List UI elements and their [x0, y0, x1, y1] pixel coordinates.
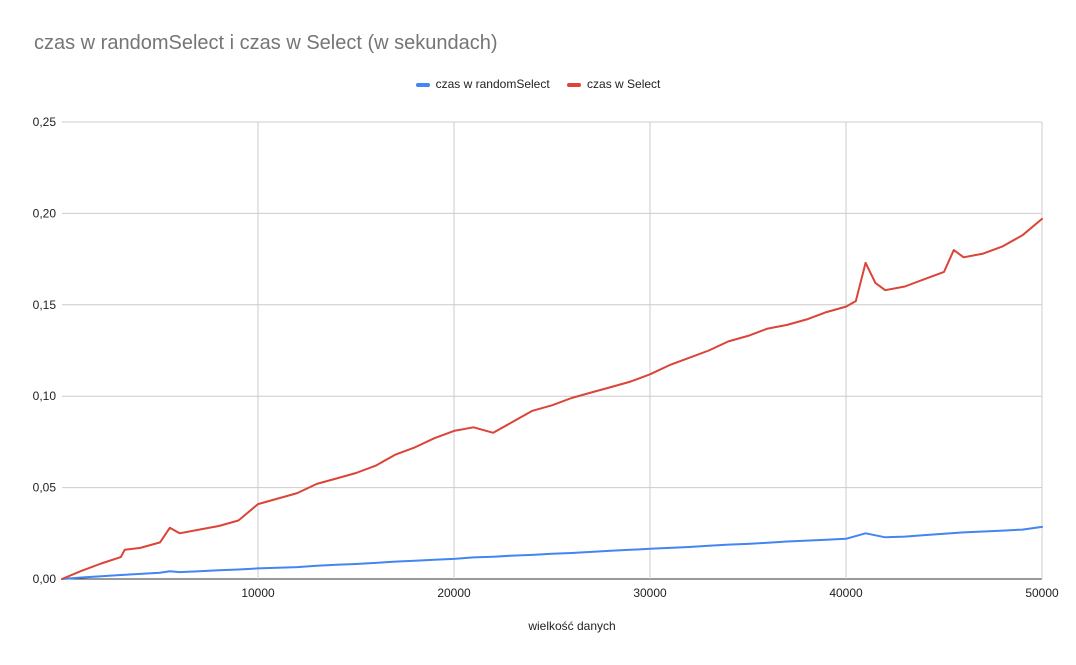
legend: czas w randomSelect czas w Select [0, 77, 1076, 91]
legend-label-random-select: czas w randomSelect [435, 77, 550, 91]
y-tick-label: 0,25 [33, 115, 57, 129]
y-tick-label: 0,20 [33, 206, 57, 220]
x-tick-label: 40000 [829, 586, 863, 600]
y-tick-label: 0,10 [33, 389, 57, 403]
x-tick-label: 10000 [241, 586, 275, 600]
y-tick-label: 0,15 [33, 298, 57, 312]
series-line-random-select [61, 525, 1043, 580]
x-tick-label: 30000 [633, 586, 667, 600]
y-tick-label: 0,05 [33, 481, 57, 495]
legend-label-select: czas w Select [587, 77, 661, 91]
legend-item-select: czas w Select [567, 77, 660, 91]
x-axis-title: wielkość danych [527, 619, 615, 633]
x-tick-label: 20000 [437, 586, 471, 600]
legend-swatch-random-select [415, 82, 430, 87]
x-tick-label: 50000 [1025, 586, 1059, 600]
legend-swatch-select [567, 82, 582, 87]
y-tick-label: 0,00 [33, 572, 57, 586]
legend-item-random-select: czas w randomSelect [415, 77, 550, 91]
series-line-select [61, 217, 1043, 580]
chart-title: czas w randomSelect i czas w Select (w s… [34, 32, 498, 54]
